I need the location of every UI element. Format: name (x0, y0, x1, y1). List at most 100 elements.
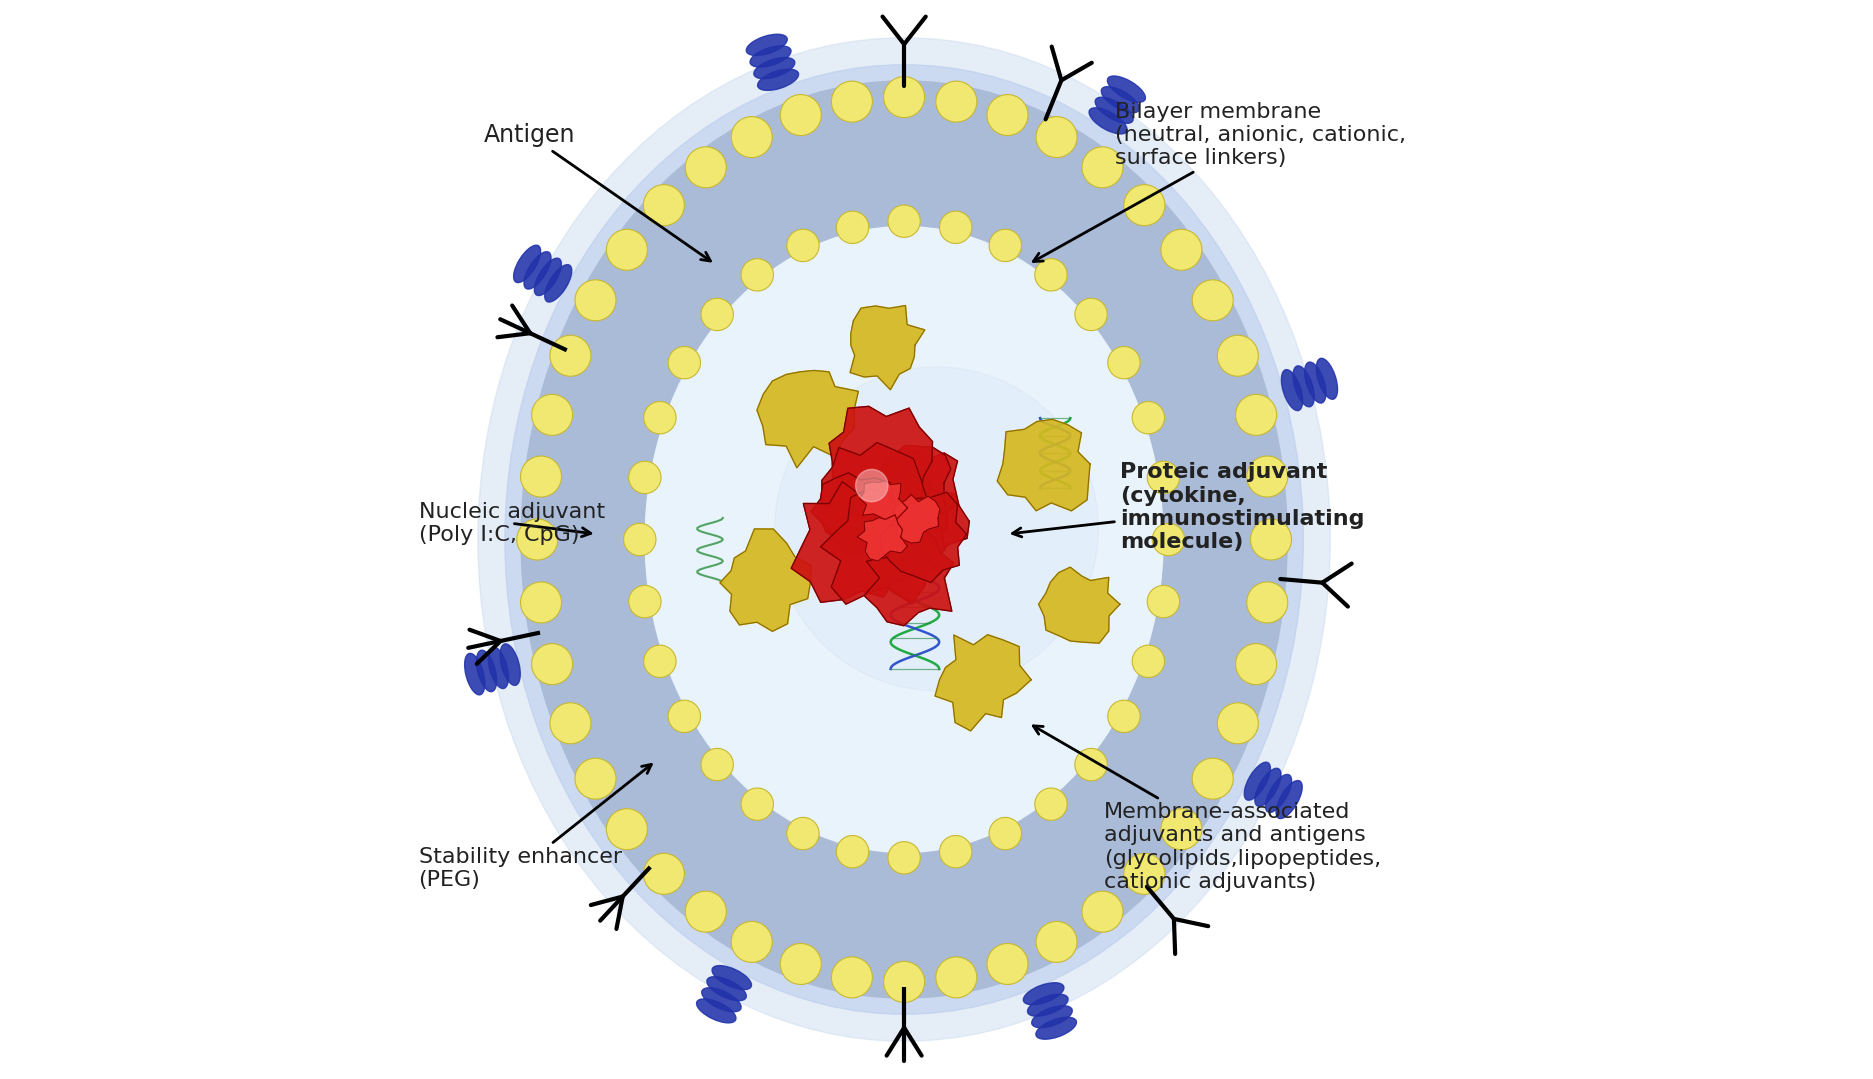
Circle shape (888, 842, 920, 874)
Circle shape (644, 645, 676, 678)
Polygon shape (850, 305, 925, 390)
Circle shape (686, 891, 727, 932)
Circle shape (1036, 117, 1077, 158)
Polygon shape (830, 407, 933, 517)
Ellipse shape (1023, 983, 1064, 1005)
Ellipse shape (524, 251, 551, 289)
Circle shape (575, 759, 616, 800)
Polygon shape (880, 492, 966, 583)
Polygon shape (790, 481, 920, 602)
Circle shape (644, 853, 684, 894)
Ellipse shape (757, 69, 798, 91)
Circle shape (989, 818, 1021, 850)
Circle shape (701, 749, 734, 781)
Ellipse shape (706, 976, 745, 1000)
Circle shape (629, 461, 661, 493)
Polygon shape (996, 420, 1090, 510)
Text: Membrane-associated
adjuvants and antigens
(glycolipids,lipopeptides,
cationic a: Membrane-associated adjuvants and antige… (1034, 726, 1380, 892)
Ellipse shape (712, 966, 751, 989)
Circle shape (1247, 456, 1289, 497)
Ellipse shape (545, 264, 571, 302)
Circle shape (1034, 259, 1068, 291)
Ellipse shape (1107, 76, 1146, 103)
Circle shape (1036, 921, 1077, 962)
Ellipse shape (745, 35, 787, 55)
Circle shape (1075, 749, 1107, 781)
Polygon shape (819, 442, 927, 548)
Circle shape (551, 336, 590, 377)
Circle shape (551, 702, 590, 743)
Ellipse shape (753, 57, 794, 79)
Polygon shape (871, 446, 951, 522)
Polygon shape (860, 480, 908, 521)
Ellipse shape (489, 647, 508, 688)
Circle shape (1217, 702, 1259, 743)
Ellipse shape (500, 644, 521, 685)
Circle shape (787, 229, 819, 261)
Circle shape (1131, 401, 1165, 434)
Circle shape (1083, 147, 1124, 188)
Circle shape (1236, 644, 1277, 685)
Circle shape (644, 401, 676, 434)
Circle shape (607, 808, 648, 849)
Circle shape (1251, 519, 1292, 560)
Ellipse shape (476, 651, 496, 692)
Text: Antigen: Antigen (483, 123, 710, 261)
Circle shape (1148, 461, 1180, 493)
Ellipse shape (521, 81, 1287, 998)
Circle shape (832, 957, 873, 998)
Polygon shape (880, 450, 959, 535)
Circle shape (532, 644, 573, 685)
Circle shape (730, 921, 772, 962)
Ellipse shape (644, 227, 1163, 852)
Circle shape (521, 456, 562, 497)
Circle shape (987, 95, 1028, 136)
Circle shape (837, 835, 869, 868)
Circle shape (1075, 298, 1107, 330)
Circle shape (517, 519, 558, 560)
Circle shape (856, 469, 888, 502)
Circle shape (884, 961, 925, 1002)
Text: Proteic adjuvant
(cytokine,
immunostimulating
molecule): Proteic adjuvant (cytokine, immunostimul… (1013, 462, 1364, 552)
Ellipse shape (1036, 1017, 1077, 1039)
Ellipse shape (697, 999, 736, 1023)
Polygon shape (719, 529, 811, 631)
Ellipse shape (1281, 370, 1302, 411)
Circle shape (837, 211, 869, 244)
Circle shape (987, 943, 1028, 984)
Circle shape (701, 298, 734, 330)
Ellipse shape (775, 367, 1098, 691)
Circle shape (1217, 336, 1259, 377)
Ellipse shape (1244, 762, 1270, 801)
Circle shape (1083, 891, 1124, 932)
Circle shape (669, 700, 701, 733)
Circle shape (781, 95, 820, 136)
Circle shape (787, 818, 819, 850)
Ellipse shape (1101, 86, 1139, 113)
Circle shape (1247, 582, 1289, 623)
Text: Bilayer membrane
(neutral, anionic, cationic,
surface linkers): Bilayer membrane (neutral, anionic, cati… (1034, 101, 1405, 261)
Text: Nucleic adjuvant
(Poly I:C, CpG): Nucleic adjuvant (Poly I:C, CpG) (418, 502, 605, 545)
Ellipse shape (513, 245, 541, 283)
Polygon shape (858, 515, 907, 561)
Text: Stability enhancer
(PEG): Stability enhancer (PEG) (418, 764, 652, 890)
Polygon shape (1040, 568, 1120, 643)
Circle shape (936, 957, 978, 998)
Circle shape (644, 185, 684, 226)
Polygon shape (863, 528, 953, 626)
Polygon shape (935, 634, 1032, 730)
Circle shape (1034, 788, 1068, 820)
Circle shape (607, 230, 648, 271)
Circle shape (1124, 853, 1165, 894)
Circle shape (1193, 759, 1232, 800)
Ellipse shape (506, 65, 1304, 1014)
Circle shape (742, 259, 774, 291)
Ellipse shape (1305, 363, 1326, 404)
Circle shape (521, 582, 562, 623)
Polygon shape (811, 473, 893, 556)
Circle shape (730, 117, 772, 158)
Ellipse shape (1088, 108, 1128, 134)
Ellipse shape (1292, 366, 1315, 407)
Ellipse shape (534, 258, 562, 296)
Ellipse shape (1096, 97, 1133, 123)
